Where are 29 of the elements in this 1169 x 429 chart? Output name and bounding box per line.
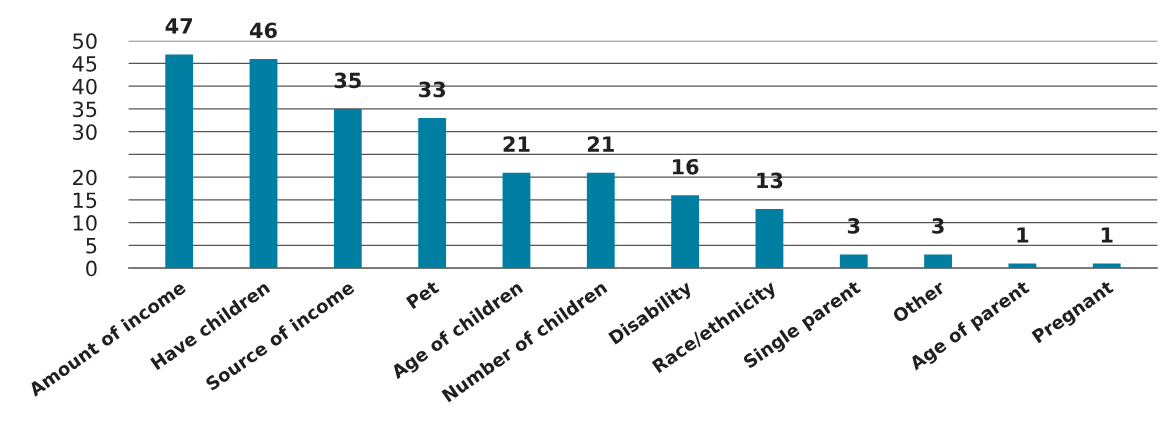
y-tick-label: 45 [72,56,97,72]
bar [755,209,784,269]
bar [671,195,700,269]
y-tick-label: 10 [73,215,97,231]
y-tick-label: 20 [73,169,97,186]
data-label: 21 [503,136,530,152]
y-tick-label: 0 [86,260,97,277]
bar [586,172,615,269]
y-tick-label: 40 [72,78,97,95]
data-label: 46 [249,22,277,39]
y-tick-label: 30 [73,124,97,140]
y-tick-label: 50 [73,33,97,49]
data-label: 1 [1017,227,1029,243]
data-label: 47 [165,18,193,34]
y-tick-label: 35 [73,101,97,118]
y-tick-label: 15 [73,192,97,209]
data-label: 16 [672,158,699,175]
data-label: 35 [334,72,361,89]
data-label: 21 [587,136,614,152]
y-tick-label: 5 [86,238,97,254]
x-tick-label: Pet [405,279,440,310]
bar [502,172,531,269]
bar [418,118,447,269]
data-label: 1 [1101,227,1113,243]
bar [924,254,952,269]
bar [839,254,868,269]
bar [333,108,362,269]
bar [165,54,194,269]
bar [249,58,278,269]
